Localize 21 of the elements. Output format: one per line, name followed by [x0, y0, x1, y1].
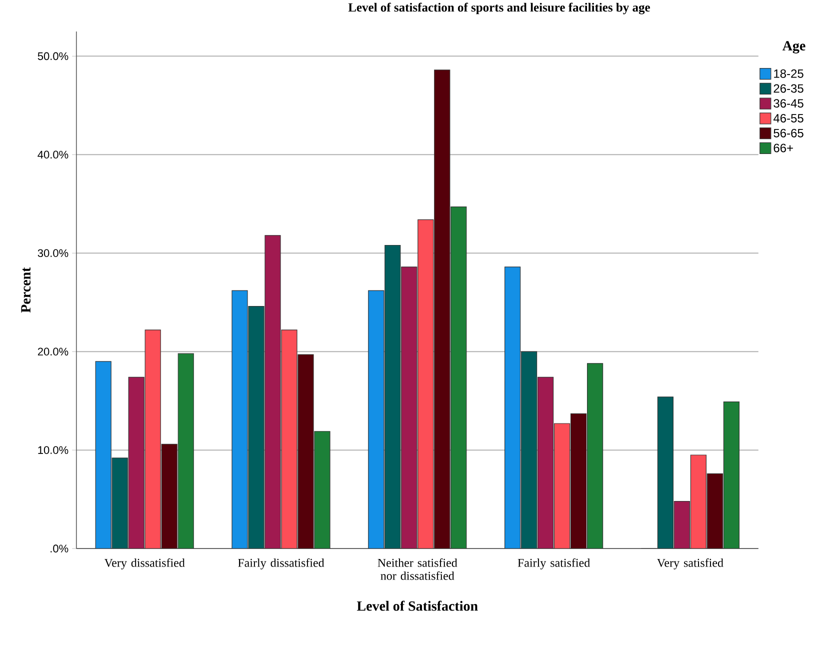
x-tick-label: Very dissatisfied: [104, 558, 185, 570]
legend-title: Age: [782, 41, 806, 54]
x-tick-label: Fairly satisfied: [518, 558, 590, 570]
y-tick-label: .0%: [50, 544, 68, 552]
y-tick-label: 30.0%: [38, 249, 68, 258]
legend-label: 26-35: [774, 84, 804, 93]
y-tick-label: 10.0%: [38, 446, 68, 454]
x-tick-label: Neither satisfied nor dissatisfied: [378, 558, 458, 580]
y-tick-label: 40.0%: [38, 150, 68, 159]
chart-title: Level of satisfaction of sports and leisure facilities by age: [348, 2, 650, 14]
legend-label: 36-45: [774, 99, 804, 108]
y-tick-label: 50.0%: [38, 52, 68, 60]
x-tick-label: Fairly dissatisfied: [238, 558, 324, 570]
legend-label: 56-65: [774, 128, 804, 138]
legend-label: 46-55: [773, 114, 804, 122]
y-axis-title: Percent: [21, 267, 31, 313]
y-tick-label: 20.0%: [38, 348, 68, 356]
legend-label: 66+: [774, 144, 793, 152]
legend-label: 18-25: [774, 69, 804, 78]
x-tick-label: Very satisfied: [657, 558, 724, 570]
x-axis-title: Level of Satisfaction: [356, 600, 478, 611]
